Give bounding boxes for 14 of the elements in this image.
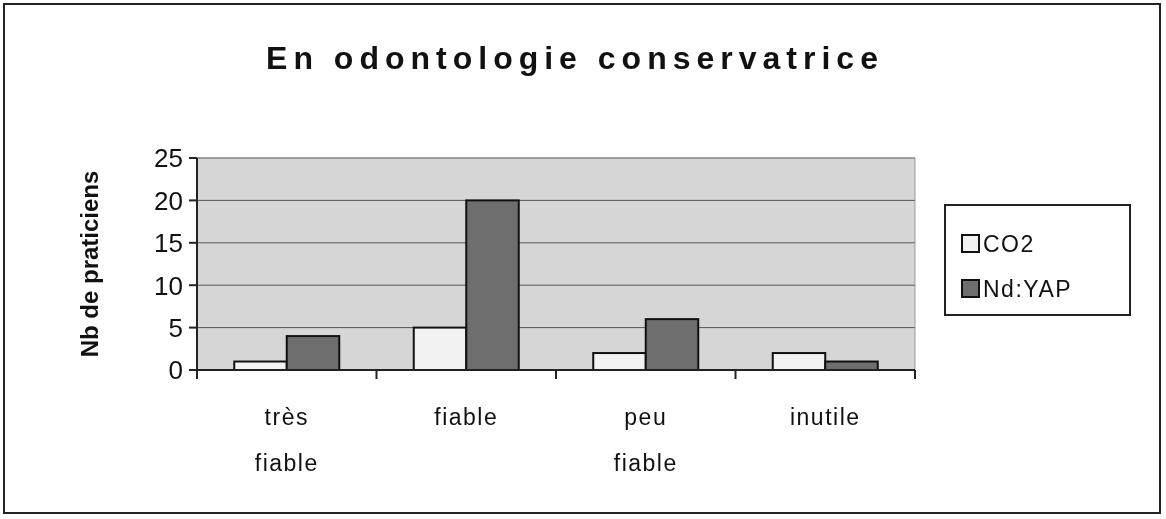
x-tick-label: très fiable [254, 404, 319, 476]
y-tick-label: 0 [168, 355, 183, 386]
y-tick-label: 20 [154, 185, 183, 216]
legend-label: Nd:YAP [983, 276, 1073, 303]
x-tick-label: peu fiable [613, 404, 678, 476]
x-tick-label: fiable [434, 404, 499, 430]
legend-label: CO2 [983, 231, 1035, 258]
y-tick-label: 25 [154, 143, 183, 174]
y-tick-label: 15 [154, 228, 183, 259]
y-tick-label: 10 [154, 270, 183, 301]
chart-title: En odontologie conservatrice [266, 40, 884, 76]
x-tick-label: inutile [789, 404, 861, 430]
y-tick-label: 5 [168, 312, 183, 343]
y-axis-title: Nb de praticiens [76, 170, 103, 358]
